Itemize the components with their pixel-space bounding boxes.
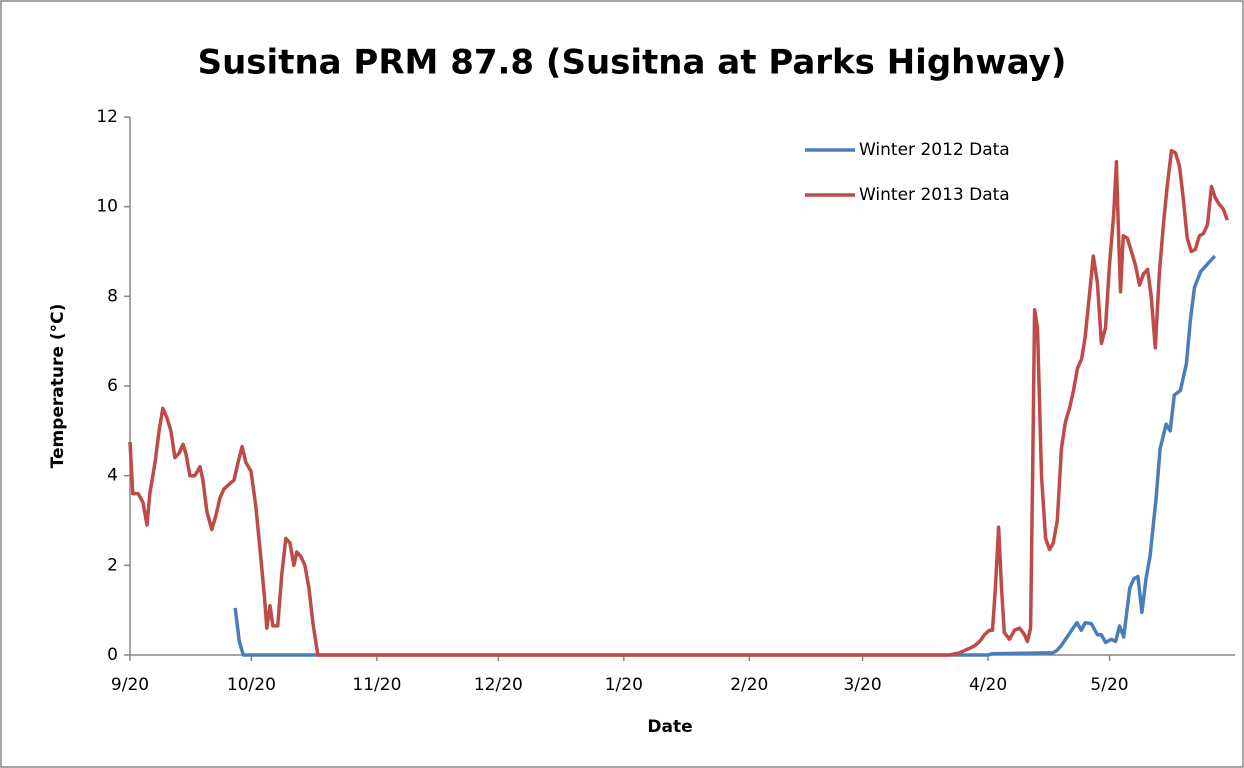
x-axis-title: Date [647, 717, 692, 737]
y-tick-label: 6 [107, 376, 118, 396]
series-line [233, 254, 1217, 657]
x-tick-label: 10/20 [227, 675, 276, 695]
series-line [128, 148, 1229, 657]
x-tick-label: 1/20 [605, 675, 643, 695]
y-axis-title: Temperature (°C) [48, 304, 68, 469]
x-tick-label: 5/20 [1090, 675, 1128, 695]
y-tick-label: 4 [107, 466, 118, 486]
y-tick-label: 10 [96, 197, 118, 217]
x-tick-label: 11/20 [352, 675, 401, 695]
chart-title: Susitna PRM 87.8 (Susitna at Parks Highw… [198, 43, 1067, 83]
legend-label: Winter 2013 Data [859, 185, 1010, 205]
y-tick-label: 8 [107, 286, 118, 306]
y-tick-label: 12 [96, 107, 118, 127]
x-tick-label: 4/20 [969, 675, 1007, 695]
x-tick-label: 9/20 [111, 675, 149, 695]
x-tick-label: 2/20 [730, 675, 768, 695]
x-tick-label: 12/20 [474, 675, 523, 695]
x-tick-label: 3/20 [844, 675, 882, 695]
y-tick-label: 2 [107, 555, 118, 575]
y-tick-label: 0 [107, 645, 118, 665]
legend-label: Winter 2012 Data [859, 140, 1010, 160]
